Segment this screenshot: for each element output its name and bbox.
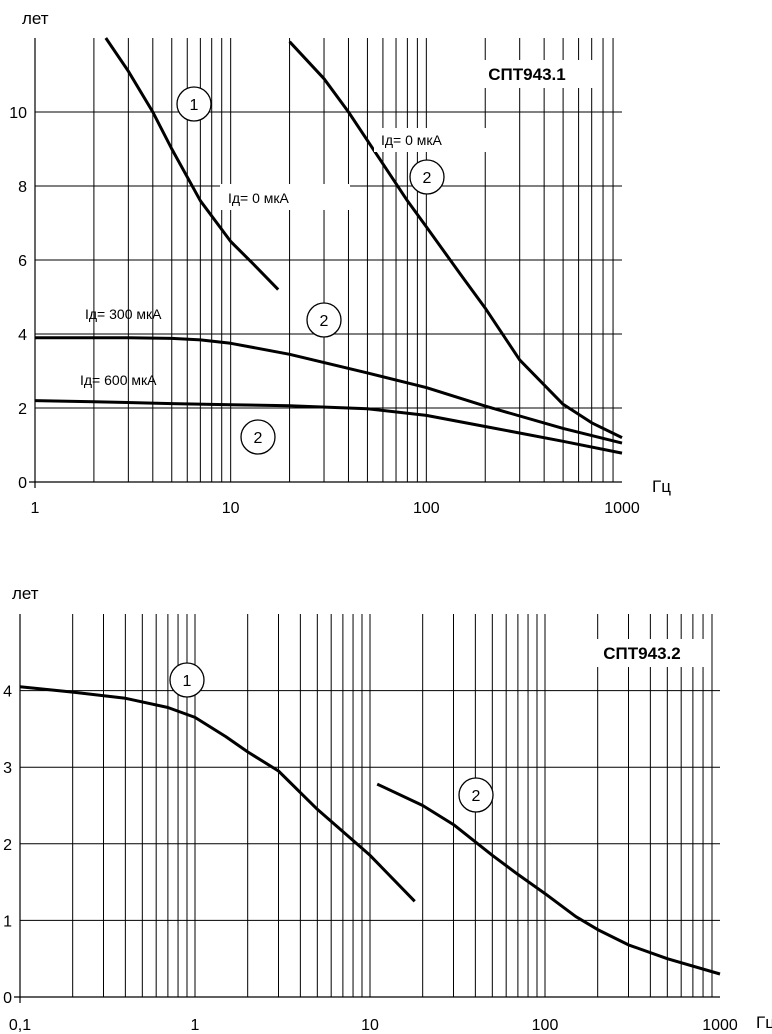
series-line-1: [19, 685, 416, 903]
x-tick-label: 0,1: [9, 1017, 31, 1034]
y-axis-label: лет: [22, 9, 49, 28]
title-background: [576, 639, 708, 667]
y-tick-label: 0: [3, 990, 12, 1007]
series-marker-circle: [306, 302, 342, 338]
series-marker-number: 2: [254, 430, 263, 447]
y-tick-label: 10: [9, 105, 27, 122]
series-line-2: [376, 782, 721, 976]
x-tick-label: 10: [361, 1017, 379, 1034]
x-tick-label: 1000: [702, 1017, 738, 1034]
series-marker-circle: [458, 777, 494, 813]
x-tick-label: 1000: [604, 500, 640, 517]
series-marker-circle: [409, 159, 445, 195]
series-marker-number: 1: [183, 673, 192, 690]
y-tick-label: 4: [18, 327, 27, 344]
x-tick-label: 100: [532, 1017, 559, 1034]
series-marker-number: 2: [423, 170, 432, 187]
y-tick-label: 4: [3, 684, 12, 701]
y-tick-label: 1: [3, 913, 12, 930]
grid-chart-1: [34, 38, 622, 483]
y-axis-label: лет: [12, 584, 39, 603]
y-tick-label: 2: [3, 837, 12, 854]
chart-title: СПТ943.1: [488, 65, 565, 84]
series-marker-circle: [176, 86, 212, 122]
x-tick-label: 1: [191, 1017, 200, 1034]
series-label: Iд= 0 мкА: [381, 132, 443, 148]
series-marker-circle: [169, 662, 205, 698]
series-marker-number: 1: [190, 97, 199, 114]
series-label: Iд= 600 мкА: [80, 372, 157, 388]
title-background: [461, 60, 593, 88]
series-line-2: [288, 40, 623, 439]
y-tick-label: 8: [18, 179, 27, 196]
series-line-1: [104, 37, 280, 291]
series-label-background: [374, 128, 490, 152]
x-tick-label: 10: [222, 500, 240, 517]
series-marker-number: 2: [472, 788, 481, 805]
series-marker-circle: [240, 419, 276, 455]
series-label: Iд= 300 мкА: [85, 306, 162, 322]
y-tick-label: 3: [3, 760, 12, 777]
series-line-4: [34, 399, 623, 455]
y-tick-label: 6: [18, 253, 27, 270]
x-tick-label: 100: [413, 500, 440, 517]
series-label-background: [220, 184, 350, 210]
y-tick-label: 2: [18, 401, 27, 418]
chart-title: СПТ943.2: [603, 644, 680, 663]
y-tick-label: 0: [18, 475, 27, 492]
x-axis-label: Гц: [652, 477, 671, 496]
series-line-3: [35, 336, 623, 445]
x-axis-label: Гц: [756, 1013, 772, 1032]
series-label: Iд= 0 мкА: [228, 190, 290, 206]
series-marker-number: 2: [320, 313, 329, 330]
x-tick-label: 1: [31, 500, 40, 517]
